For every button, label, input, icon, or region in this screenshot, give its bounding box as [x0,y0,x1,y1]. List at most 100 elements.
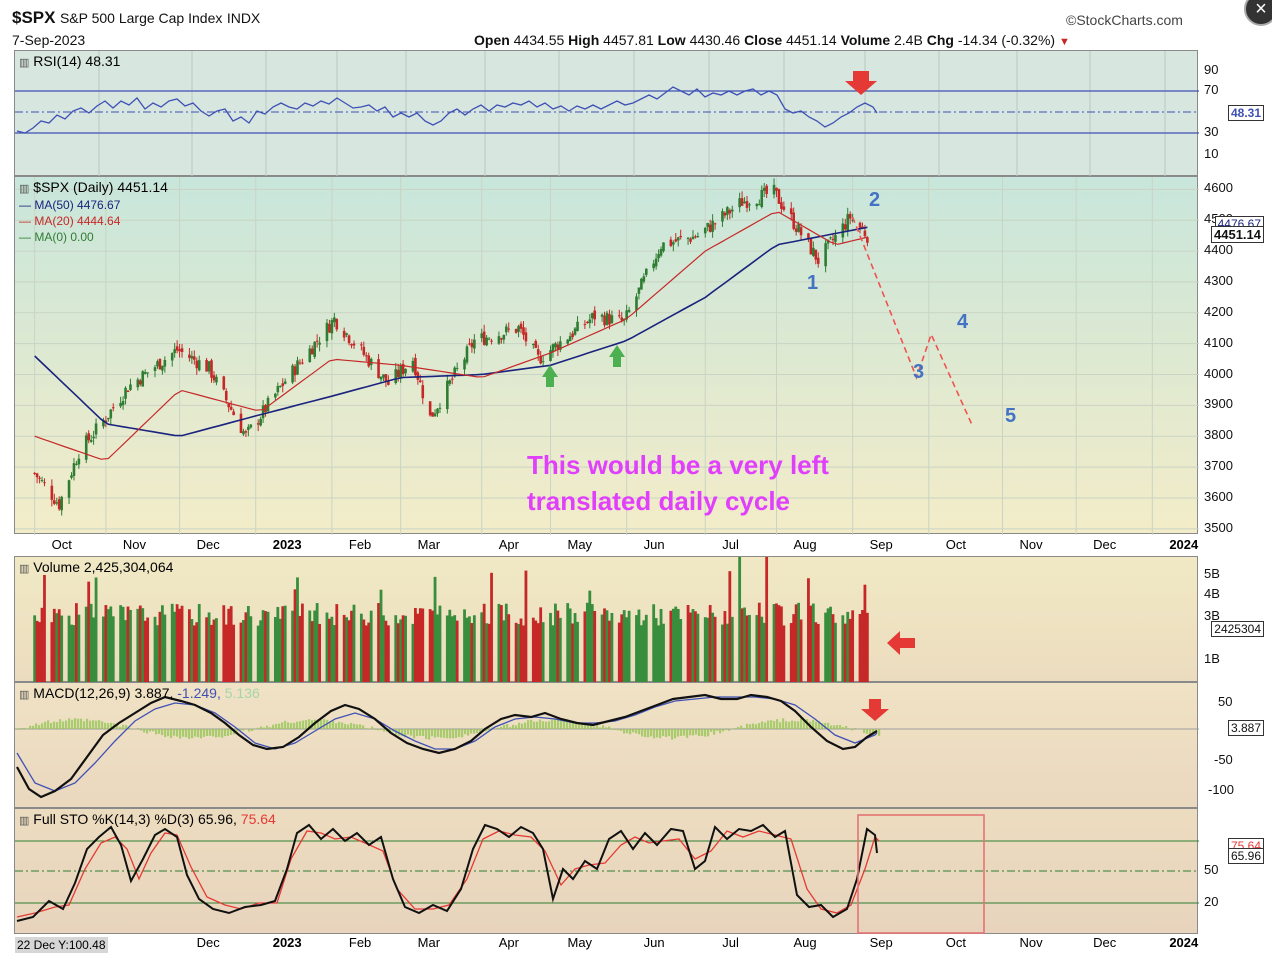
macd-hist-bar [686,729,689,738]
macd-hist-bar [296,721,299,729]
candle-body [679,235,682,238]
candle-body [229,406,233,410]
macd-hist-bar [194,729,197,737]
volume-bar [539,607,543,683]
volume-bar [865,612,869,683]
candle-body [57,499,61,510]
price-legend-main-text: $SPX (Daily) 4451.14 [33,179,168,195]
macd-hist-bar [488,729,491,731]
volume-svg [33,557,869,683]
volume-bar [399,619,403,683]
candle-body [347,335,351,344]
macd-hist-bar [623,729,626,734]
macd-hist-bar [830,725,833,729]
volume-bar [610,612,614,683]
macd-hist-bar [815,721,818,729]
ma0-legend-text: MA(0) 0.00 [34,230,94,244]
volume-bar [106,609,110,683]
volume-bar [57,609,61,683]
volume-value-box: 2425304 [1211,621,1264,637]
candle-body [640,278,643,290]
macd-hist-bar [341,722,344,729]
volume-bar [94,577,98,683]
candle-body [473,339,476,349]
volume-bar [468,616,471,683]
macd-hist-bar [20,727,23,729]
candle-body [197,360,201,371]
volume-bar [814,622,818,683]
close-icon[interactable]: × [1244,0,1272,26]
candle-body [175,346,179,351]
macd-hist-bar [677,729,680,737]
macd-hist-bar [722,729,725,732]
volume-bar [679,619,683,683]
macd-hist-bar [512,724,515,729]
macd-hist-bar [593,726,596,729]
cursor-readout: 22 Dec Y:100.48 [15,937,108,953]
volume-bar [549,612,552,683]
candle-body [654,258,658,267]
candle-body [652,263,655,269]
candle-body [239,413,243,433]
macd-hist-bar [176,729,179,737]
macd-hist-bar [518,722,521,729]
sto-axis: 50 20 75.64 65.96 [1198,808,1266,934]
macd-hist-bar [281,722,284,729]
macd-hist-bar [560,719,563,729]
candle-body [274,393,277,398]
candle-body [453,367,457,377]
macd-hist-bar [86,718,89,729]
price-tick: 3800 [1204,427,1233,443]
price-legend-main: ▥ $SPX (Daily) 4451.14 [19,179,168,197]
macd-hist-bar [536,721,539,729]
volume-bar [644,614,648,683]
volume-bar [453,615,457,683]
sto-legend-text: Full STO %K(14,3) %D(3) 65.96, [33,811,237,827]
macd-hist-bar [476,729,479,733]
volume-bar [743,607,746,683]
volume-bar [671,608,675,683]
candle-body [676,237,680,241]
candle-body [180,348,184,352]
macd-hist-bar [209,729,212,736]
volume-bar [188,609,191,683]
macd-hist-bar [644,729,647,738]
macd-hist-bar [854,727,857,729]
candle-body [446,380,449,410]
volume-bar [556,610,560,683]
candle-body [50,485,54,500]
volume-bar [809,605,813,683]
volume-bar [180,605,184,683]
volume-bar [497,603,501,683]
macd-hist-bar [869,729,872,735]
volume-bar [70,624,73,683]
month-tick-label: Dec [196,537,220,552]
rsi-gridlines [98,51,1166,177]
volume-bar [834,622,837,683]
volume-bar [723,611,727,683]
macd-hist-bar [74,718,77,729]
candle-body [497,336,501,344]
candle-body [138,380,142,385]
chg-value: -14.34 (-0.32%) [957,32,1056,48]
index-name: S&P 500 Large Cap Index [59,10,223,26]
open-label: Open [474,32,510,48]
volume-bar [627,610,631,683]
candle-body [571,333,574,337]
macd-hist-bar [401,729,404,737]
candle-body [244,431,248,433]
volume-bar [52,608,56,683]
candle-body [60,496,63,511]
highlight-box [857,814,985,934]
candle-body [210,360,213,378]
candle-body [858,222,862,228]
macd-hist-bar [161,729,164,736]
macd-hist-bar [863,729,866,734]
volume-bar [227,608,231,683]
macd-hist-bar [122,724,125,729]
macd-hist-bar [446,729,449,739]
volume-bar [541,622,545,683]
macd-hist-bar [149,729,152,732]
candle-body [173,349,176,354]
volume-bar [394,615,398,683]
